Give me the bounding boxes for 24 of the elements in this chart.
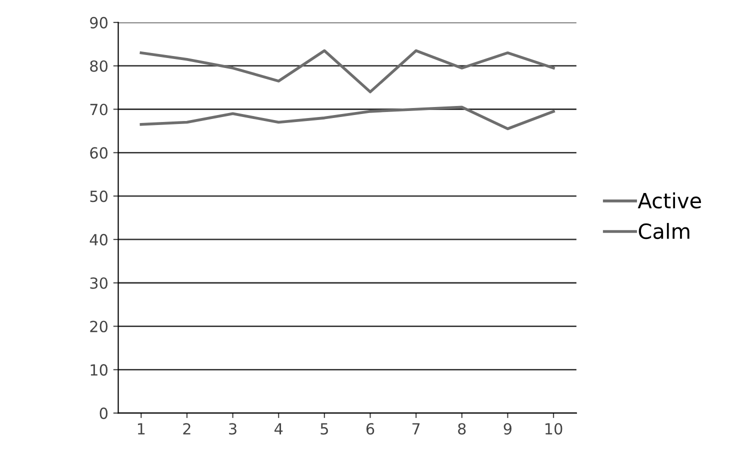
- x-tick-label: 1: [138, 423, 145, 434]
- y-tick-label: 60: [90, 147, 108, 159]
- y-tick-label: 80: [90, 60, 108, 72]
- x-tick-label: 6: [366, 423, 374, 435]
- y-tick-label: 70: [90, 104, 108, 116]
- y-tick-label: 50: [90, 190, 108, 202]
- x-tick-label: 4: [274, 423, 283, 434]
- y-tick-label: 40: [90, 234, 108, 246]
- x-tick-label: 10: [545, 423, 562, 435]
- line-series: [140, 49, 555, 94]
- x-tick-label: 9: [504, 423, 512, 435]
- y-tick-label: 30: [90, 277, 108, 289]
- y-tick-label: 90: [90, 16, 108, 28]
- x-tick-label: 7: [412, 423, 420, 434]
- y-tick-label: 0: [100, 408, 108, 420]
- line-series: [140, 106, 555, 130]
- y-tick-label: 20: [90, 320, 108, 332]
- x-tick-label: 3: [229, 423, 236, 435]
- x-tick-label: 8: [458, 423, 466, 435]
- legend-label: Active: [638, 192, 702, 209]
- y-tick-label: 10: [90, 364, 108, 376]
- legend-label: Calm: [638, 222, 690, 240]
- x-tick-label: 5: [320, 423, 328, 435]
- x-tick-label: 2: [183, 423, 190, 434]
